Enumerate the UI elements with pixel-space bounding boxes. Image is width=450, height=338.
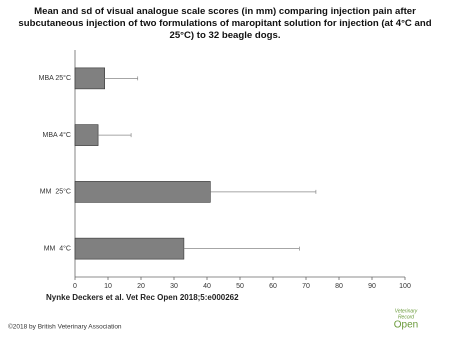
bar (74, 181, 211, 203)
x-tick-label: 80 (335, 283, 343, 290)
citation: Nynke Deckers et al. Vet Rec Open 2018;5… (46, 293, 239, 302)
y-tick-label: MM 25°C (40, 188, 71, 196)
copyright: ©2018 by British Veterinary Association (8, 323, 122, 331)
logo-line: Record (398, 314, 414, 320)
y-tick-label: MM 4°C (44, 244, 71, 252)
y-tick-label: MBA 25°C (39, 74, 71, 82)
x-tick-label: 40 (203, 283, 211, 290)
x-tick-label: 60 (269, 283, 277, 290)
x-tick-label: 100 (399, 283, 411, 290)
x-tick-label: 20 (137, 283, 145, 290)
x-tick-label: 0 (73, 283, 77, 290)
bar (74, 67, 106, 90)
logo-line: Open (394, 320, 418, 331)
logo-line: Veterinary (395, 308, 418, 314)
x-tick-label: 90 (368, 283, 376, 290)
x-tick-label: 30 (170, 283, 178, 290)
bar (74, 237, 185, 260)
y-tick-label: MBA 4°C (43, 131, 71, 139)
x-tick-label: 10 (104, 283, 112, 290)
x-tick-label: 70 (302, 283, 310, 290)
bar (74, 124, 99, 146)
x-tick-label: 50 (236, 283, 244, 290)
chart-title: Mean and sd of visual analogue scale sco… (18, 6, 432, 41)
